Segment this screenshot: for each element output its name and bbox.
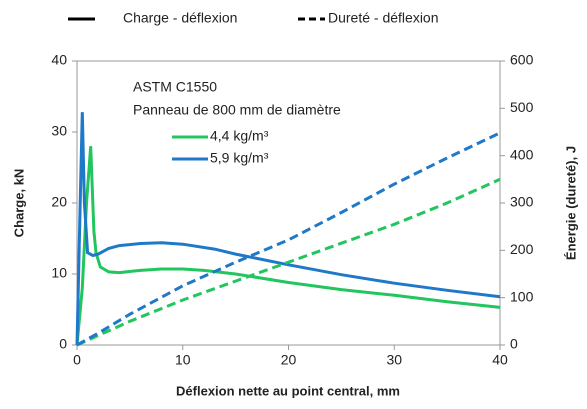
x-tick-label: 10 [175, 352, 191, 368]
annotation: Panneau de 800 mm de diamètre [133, 102, 341, 118]
legend-label: 5,9 kg/m³ [210, 150, 269, 166]
y2-tick-label: 400 [510, 146, 534, 162]
x-tick-label: 30 [386, 352, 402, 368]
y-tick-label: 40 [51, 52, 67, 68]
y2-tick-label: 200 [510, 241, 534, 257]
x-tick-label: 40 [492, 352, 508, 368]
legend-label: Dureté - déflexion [328, 10, 439, 26]
y-axis-title: Charge, kN [11, 169, 26, 238]
series-line [76, 177, 501, 347]
y2-axis-title: Énergie (dureté), J [563, 146, 578, 260]
y2-tick-label: 600 [510, 52, 534, 68]
series-line [76, 131, 501, 347]
y-tick-label: 20 [51, 194, 67, 210]
y2-tick-label: 300 [510, 194, 534, 210]
legend-label: Charge - déflexion [123, 10, 237, 26]
y2-tick-label: 0 [510, 336, 518, 352]
series-line [75, 112, 501, 346]
x-tick-label: 0 [73, 352, 81, 368]
y-tick-label: 0 [59, 336, 67, 352]
y2-tick-label: 500 [510, 99, 534, 115]
y-tick-label: 10 [51, 265, 67, 281]
legend-label: 4,4 kg/m³ [210, 128, 269, 144]
series-line [75, 146, 501, 346]
x-tick-label: 20 [281, 352, 297, 368]
annotation: ASTM C1550 [133, 79, 217, 95]
x-axis-title: Déflexion nette au point central, mm [176, 383, 400, 398]
y2-tick-label: 100 [510, 288, 534, 304]
y-tick-label: 30 [51, 123, 67, 139]
